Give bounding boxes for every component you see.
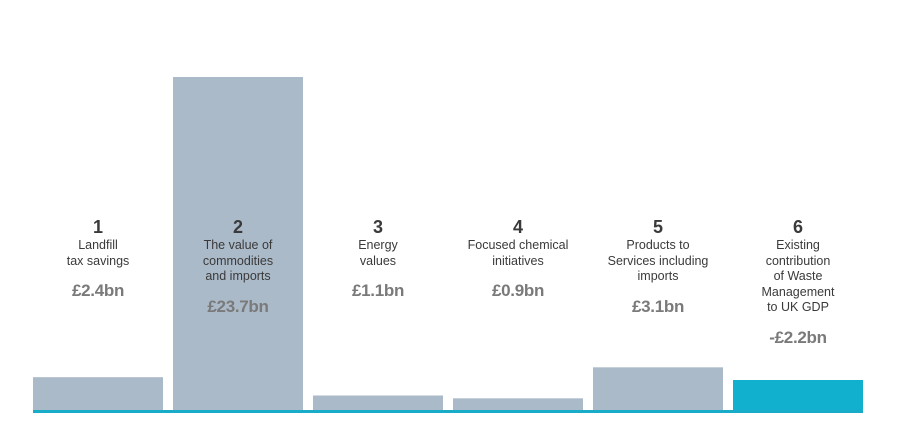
bar-description-line: of Waste xyxy=(773,269,823,283)
bar-label-group-5: 5 Products to Services including imports £3.… xyxy=(583,217,733,317)
bar-label-group-2: 2 The value of commodities and imports £23.7… xyxy=(163,217,313,317)
bar-value-label-5: £3.1bn xyxy=(631,296,685,316)
bar-2 xyxy=(173,77,303,411)
bar-number-3: 3 xyxy=(372,217,383,237)
bar-description-line: Focused chemical xyxy=(467,238,569,252)
bar-value-label-3: £1.1bn xyxy=(351,281,405,300)
bar-number-4: 4 xyxy=(512,217,523,237)
bar-value-label-1: £2.4bn xyxy=(71,281,125,300)
bar-description-4: Focused chemical initiatives xyxy=(443,238,593,269)
bar-description-line: to UK GDP xyxy=(767,300,829,314)
bar-label-group-4: 4 Focused chemical initiatives £0.9bn xyxy=(443,217,593,301)
bar-label-group-6: 6 Existing contribution of Waste Management t… xyxy=(723,217,873,348)
bar-label-group-1: 1 Landfill tax savings £2.4bn xyxy=(23,217,173,301)
bar-number-5: 5 xyxy=(652,217,663,237)
bar-number-1: 1 xyxy=(92,217,103,237)
bar-description-line: contribution xyxy=(765,253,831,268)
bar-value-label-2: £23.7bn xyxy=(207,296,269,316)
bar-description-3: Energy values xyxy=(303,238,453,269)
bar-description-line: imports xyxy=(637,269,679,283)
bar-description-1: Landfill tax savings xyxy=(23,238,173,269)
bar-description-line: Management xyxy=(761,284,835,299)
bar-6 xyxy=(733,379,863,411)
bar-number-2: 2 xyxy=(232,217,243,237)
bar-value-label-4: £0.9bn xyxy=(491,281,545,300)
bar-description-line: Products to xyxy=(626,238,690,252)
bar-description-line: commodities xyxy=(202,253,274,268)
bar-description-line: The value of xyxy=(203,238,273,252)
bar-1 xyxy=(33,377,163,411)
bar-description-5: Products to Services including imports xyxy=(583,238,733,285)
bar-description-line: Existing xyxy=(776,238,820,252)
bar-4 xyxy=(453,398,583,411)
bar-description-2: The value of commodities and imports xyxy=(163,238,313,285)
bar-5 xyxy=(593,367,723,411)
bar-3 xyxy=(313,395,443,411)
bar-value-label-6: -£2.2bn xyxy=(769,327,827,347)
bar-label-group-3: 3 Energy values £1.1bn xyxy=(303,217,453,301)
bar-description-line: Services including xyxy=(607,253,709,268)
bar-description-line: Energy xyxy=(358,238,398,252)
bar-description-line: values xyxy=(359,253,397,268)
bar-description-line: tax savings xyxy=(66,253,130,268)
bar-description-line: Landfill xyxy=(78,238,118,252)
bar-description-line: and imports xyxy=(205,269,271,283)
bar-description-line: initiatives xyxy=(492,253,544,268)
bar-number-6: 6 xyxy=(792,217,803,237)
bar-description-6: Existing contribution of Waste Management to… xyxy=(723,238,873,316)
chart-baseline xyxy=(33,410,863,413)
